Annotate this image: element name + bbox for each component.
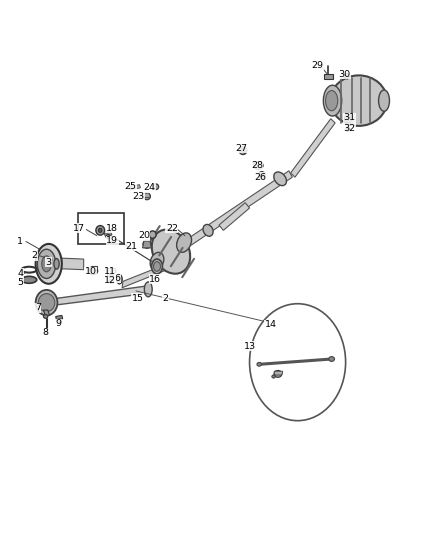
Ellipse shape bbox=[58, 319, 62, 322]
Text: 26: 26 bbox=[254, 173, 266, 182]
Ellipse shape bbox=[152, 184, 159, 190]
Text: 12: 12 bbox=[104, 276, 116, 285]
Text: 5: 5 bbox=[18, 278, 23, 287]
Text: 18: 18 bbox=[106, 224, 118, 233]
Ellipse shape bbox=[152, 259, 162, 274]
Ellipse shape bbox=[323, 85, 342, 116]
Text: 4: 4 bbox=[18, 269, 23, 278]
Polygon shape bbox=[187, 171, 292, 245]
Ellipse shape bbox=[274, 172, 286, 185]
Text: 17: 17 bbox=[73, 224, 85, 233]
Ellipse shape bbox=[329, 357, 335, 361]
Ellipse shape bbox=[152, 230, 190, 274]
Text: 20: 20 bbox=[138, 231, 150, 240]
Ellipse shape bbox=[143, 240, 151, 248]
Ellipse shape bbox=[274, 370, 282, 377]
Ellipse shape bbox=[37, 249, 56, 278]
Text: 23: 23 bbox=[133, 192, 145, 201]
Text: 11: 11 bbox=[104, 268, 116, 276]
Text: 16: 16 bbox=[149, 274, 161, 284]
Text: 19: 19 bbox=[106, 237, 118, 246]
Polygon shape bbox=[129, 184, 141, 190]
Ellipse shape bbox=[149, 231, 156, 238]
Ellipse shape bbox=[42, 256, 51, 272]
Ellipse shape bbox=[54, 259, 59, 269]
Ellipse shape bbox=[344, 74, 349, 79]
Text: 29: 29 bbox=[312, 61, 324, 70]
Text: 15: 15 bbox=[132, 294, 144, 303]
Text: 30: 30 bbox=[339, 70, 351, 78]
Text: 25: 25 bbox=[124, 182, 136, 191]
Text: 32: 32 bbox=[343, 124, 355, 133]
Ellipse shape bbox=[272, 375, 276, 378]
Text: 7: 7 bbox=[35, 303, 41, 312]
Polygon shape bbox=[107, 268, 115, 276]
Polygon shape bbox=[274, 371, 283, 375]
Ellipse shape bbox=[106, 235, 110, 239]
Text: 8: 8 bbox=[42, 328, 48, 337]
Polygon shape bbox=[104, 232, 112, 237]
Ellipse shape bbox=[258, 172, 265, 179]
Ellipse shape bbox=[260, 173, 263, 177]
Polygon shape bbox=[324, 74, 332, 79]
Polygon shape bbox=[142, 193, 150, 197]
Ellipse shape bbox=[109, 279, 114, 284]
Text: 24: 24 bbox=[143, 183, 155, 192]
Text: 2: 2 bbox=[163, 294, 169, 303]
Ellipse shape bbox=[153, 262, 160, 271]
Polygon shape bbox=[43, 310, 49, 316]
Ellipse shape bbox=[257, 362, 261, 366]
Ellipse shape bbox=[241, 149, 245, 153]
Ellipse shape bbox=[35, 290, 57, 316]
Ellipse shape bbox=[145, 282, 152, 297]
Ellipse shape bbox=[45, 331, 48, 334]
Ellipse shape bbox=[346, 127, 350, 132]
Ellipse shape bbox=[346, 117, 349, 120]
Circle shape bbox=[250, 304, 346, 421]
Ellipse shape bbox=[99, 228, 102, 232]
Text: 13: 13 bbox=[244, 342, 257, 351]
Text: 1: 1 bbox=[18, 237, 23, 246]
Ellipse shape bbox=[21, 276, 37, 283]
Ellipse shape bbox=[89, 266, 98, 274]
Text: 9: 9 bbox=[56, 319, 62, 328]
Ellipse shape bbox=[43, 314, 48, 318]
Polygon shape bbox=[219, 203, 250, 230]
Ellipse shape bbox=[35, 244, 62, 284]
Polygon shape bbox=[122, 264, 166, 288]
Ellipse shape bbox=[345, 115, 351, 123]
Polygon shape bbox=[143, 241, 151, 248]
Polygon shape bbox=[57, 258, 84, 270]
Text: 6: 6 bbox=[115, 273, 121, 282]
Text: 10: 10 bbox=[85, 268, 97, 276]
Ellipse shape bbox=[254, 161, 263, 169]
Text: 21: 21 bbox=[126, 242, 138, 251]
Text: 31: 31 bbox=[343, 113, 355, 122]
Polygon shape bbox=[92, 266, 98, 271]
Ellipse shape bbox=[109, 274, 113, 278]
Ellipse shape bbox=[325, 91, 338, 111]
Ellipse shape bbox=[378, 90, 389, 111]
Ellipse shape bbox=[239, 147, 247, 155]
Text: 22: 22 bbox=[166, 224, 178, 233]
Ellipse shape bbox=[150, 252, 164, 270]
Ellipse shape bbox=[117, 274, 122, 284]
Text: 27: 27 bbox=[236, 144, 248, 153]
Text: 3: 3 bbox=[46, 258, 52, 266]
Text: 28: 28 bbox=[251, 161, 263, 170]
Text: 14: 14 bbox=[265, 320, 276, 329]
Text: 2: 2 bbox=[32, 252, 38, 260]
Ellipse shape bbox=[330, 75, 387, 126]
Ellipse shape bbox=[96, 225, 105, 235]
Ellipse shape bbox=[38, 294, 46, 314]
Ellipse shape bbox=[203, 224, 213, 236]
Polygon shape bbox=[41, 286, 149, 307]
Polygon shape bbox=[56, 316, 63, 321]
Ellipse shape bbox=[144, 193, 150, 200]
Polygon shape bbox=[290, 119, 335, 177]
Ellipse shape bbox=[177, 233, 191, 252]
Ellipse shape bbox=[38, 294, 55, 312]
Bar bbox=[78, 213, 124, 244]
